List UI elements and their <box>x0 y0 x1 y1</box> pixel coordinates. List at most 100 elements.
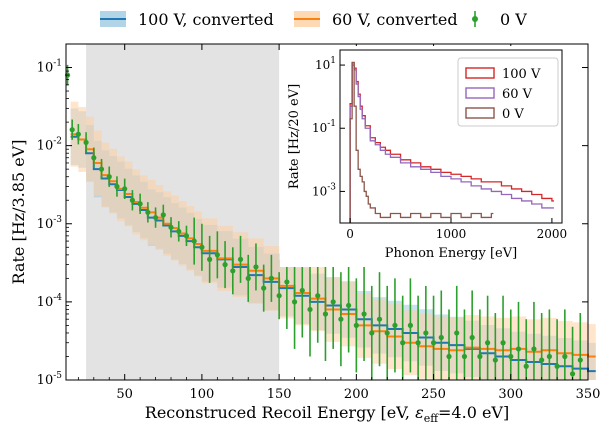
data-point <box>430 295 437 380</box>
point-marker <box>253 264 259 270</box>
point-marker <box>508 353 514 360</box>
data-point <box>515 301 522 380</box>
data-point <box>75 124 81 145</box>
point-marker <box>83 139 89 146</box>
inset-y-axis-label: Rate [Hz/20 eV] <box>287 84 302 189</box>
data-point <box>376 272 383 367</box>
data-point <box>98 158 105 180</box>
point-marker <box>145 209 151 215</box>
y-axis-label: Rate [Hz/3.85 eV] <box>9 140 28 285</box>
point-marker <box>539 357 545 363</box>
point-marker <box>415 340 421 346</box>
point-marker <box>137 201 143 207</box>
inset-x-tick-label: 1000 <box>436 227 467 241</box>
point-marker <box>407 322 413 328</box>
point-marker <box>315 293 321 299</box>
data-point <box>168 217 174 238</box>
data-point <box>129 190 136 211</box>
data-point <box>230 247 236 295</box>
point-marker <box>69 127 75 133</box>
y-tick-label: 10-5 <box>37 371 63 388</box>
data-point <box>500 295 506 380</box>
point-marker <box>523 363 529 369</box>
y-tick-label: 10-2 <box>37 137 62 154</box>
point-marker <box>531 346 537 352</box>
inset-series-100-v <box>349 61 554 223</box>
inset-x-tick-label: 0 <box>346 227 354 241</box>
data-point <box>569 326 576 380</box>
data-point <box>106 166 112 187</box>
inset-legend-entry: 0 V <box>465 107 524 122</box>
data-point <box>322 266 329 362</box>
data-point <box>276 272 282 320</box>
data-point <box>346 258 352 353</box>
point-marker <box>454 330 460 336</box>
x-tick-label: 250 <box>421 387 446 402</box>
point-marker <box>152 214 159 221</box>
y-ticks: 10-5 10-4 10-3 10-2 10-1 <box>37 43 588 388</box>
data-point <box>485 295 491 380</box>
x-ticks: 50 100 150 200 250 300 350 <box>77 44 600 402</box>
point-marker <box>245 275 251 281</box>
inset-legend-swatch <box>465 87 495 99</box>
data-point <box>191 217 197 265</box>
data-point <box>291 254 298 349</box>
point-marker <box>469 334 475 341</box>
point-marker <box>129 197 136 203</box>
point-marker <box>400 340 406 346</box>
inset-legend-label: 100 V <box>502 67 541 82</box>
point-marker <box>207 256 213 262</box>
point-marker <box>346 302 352 309</box>
data-point <box>137 193 143 214</box>
data-point <box>415 295 421 380</box>
x-tick-label: 50 <box>116 387 133 402</box>
data-point <box>562 309 568 380</box>
point-marker <box>485 340 491 346</box>
inset-legend-entry: 100 V <box>465 67 541 82</box>
y-tick-label: 10-4 <box>37 293 63 310</box>
point-marker <box>392 322 398 328</box>
x-tick-label: 150 <box>267 387 292 402</box>
data-point <box>423 285 429 380</box>
data-point <box>407 278 413 373</box>
inset-y-tick-label: 10-1 <box>312 119 336 135</box>
data-point <box>577 313 583 380</box>
point-marker <box>562 353 568 360</box>
point-marker <box>230 268 236 274</box>
data-point <box>369 285 375 380</box>
data-point <box>461 309 468 380</box>
data-point <box>160 204 166 226</box>
point-marker <box>299 287 305 294</box>
inset-series-lines <box>349 61 554 223</box>
point-marker <box>291 299 298 305</box>
x-tick-label: 300 <box>498 387 523 402</box>
inset-y-ticks: 10-3 10-1 101 <box>312 56 345 198</box>
legend: 100 V, converted 60 V, converted 0 V <box>100 10 527 29</box>
data-point <box>307 262 313 357</box>
point-marker <box>91 155 97 161</box>
inset-legend: 100 V 60 V 0 V <box>457 57 559 127</box>
data-point <box>353 278 359 373</box>
x-tick-label: 100 <box>189 387 214 402</box>
data-point <box>183 225 190 247</box>
point-marker <box>577 357 583 363</box>
data-point <box>261 264 267 312</box>
inset-x-tick-label: 2000 <box>537 227 568 241</box>
point-marker <box>376 316 383 322</box>
inset-legend-swatch <box>465 67 495 79</box>
data-point <box>330 254 336 349</box>
point-marker <box>515 346 522 352</box>
data-points <box>64 64 583 380</box>
point-marker <box>168 224 174 230</box>
data-point <box>122 178 128 200</box>
point-marker <box>276 293 282 299</box>
inset-y-tick-label: 101 <box>315 56 336 72</box>
data-point <box>253 243 259 291</box>
data-point <box>114 176 120 197</box>
inset-x-ticks: 0 1000 2000 <box>346 218 567 241</box>
x-axis-label: Reconstruced Recoil Energy [eV, εeff=4.0… <box>145 403 509 425</box>
inset-y-tick-label: 10-3 <box>312 182 336 198</box>
inset-plot: 0 1000 2000 10-3 10-1 101 Phonon Energy [eV]… <box>280 46 572 267</box>
point-marker <box>384 330 390 336</box>
data-point <box>531 301 537 380</box>
